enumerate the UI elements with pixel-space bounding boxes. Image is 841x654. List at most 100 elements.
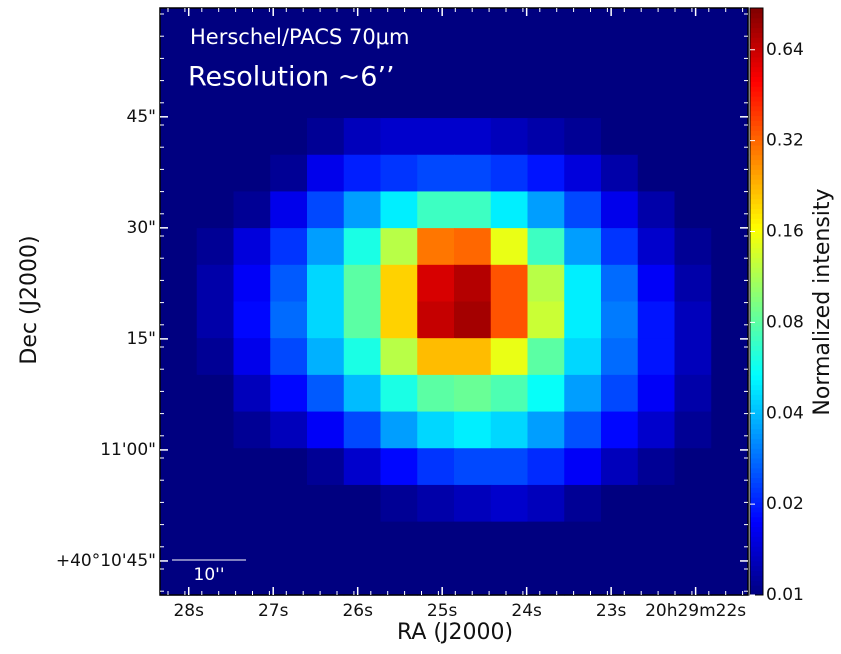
colorbar-tick-label: 0.08 [766,312,804,332]
colorbar-step [750,76,763,82]
colorbar-step [750,335,763,342]
cell [417,81,455,119]
colorbar-step [750,467,763,474]
colorbar-step [750,262,763,268]
colorbar-step [750,399,763,405]
colorbar-tick-label: 0.04 [766,403,804,423]
cell [454,118,492,156]
colorbar-step [750,384,763,391]
cell [527,44,565,82]
colorbar-step [750,81,763,87]
cell [417,154,455,193]
colorbar-step [750,301,763,307]
cell [160,301,198,339]
colorbar-step [750,179,763,185]
cell [637,264,676,303]
cell [417,44,455,82]
cell [454,8,492,46]
cell [417,448,455,486]
colorbar-step [750,350,763,356]
cell [454,44,492,82]
cell [343,118,382,156]
cell [564,338,602,376]
cell [160,448,198,486]
cell [601,374,639,413]
cell [564,154,602,193]
cell [454,521,492,559]
cell [160,154,198,193]
cell [711,521,749,559]
colorbar-step [750,159,763,166]
cell [196,191,235,229]
cell [233,338,271,376]
cell [490,118,529,156]
cell [490,411,529,449]
cell [307,448,345,486]
cell [233,191,271,229]
colorbar-step [750,448,763,454]
cell [233,81,271,119]
colorbar-step [750,228,763,234]
colorbar-step [750,105,763,112]
x-tick-label: 24s [511,601,542,621]
cell [527,264,565,303]
colorbar-step [750,286,763,293]
cell [343,301,382,339]
cell [674,191,712,229]
x-tick-label: 27s [258,601,289,621]
cell [160,118,198,156]
colorbar-step [750,502,763,508]
cell [343,228,382,266]
cell [490,8,529,46]
colorbar-step [750,541,763,547]
cell [711,8,749,46]
cell [674,374,712,413]
cell [601,264,639,303]
cell [490,484,529,523]
cell [674,301,712,339]
cell [270,558,308,596]
cell [711,118,749,156]
colorbar-step [750,213,763,219]
cell [601,301,639,339]
cell [307,81,345,119]
cell [160,558,198,596]
cell [417,411,455,449]
instrument-label: Herschel/PACS 70μm [190,25,410,49]
colorbar-step [750,418,763,425]
cell [160,8,198,46]
y-tick-label: 11'00" [100,440,156,460]
cell [711,338,749,376]
cell [637,301,676,339]
colorbar-step [750,580,763,586]
cell [527,521,565,559]
colorbar-step [750,311,763,317]
cell [454,264,492,303]
cell [233,228,271,266]
cell [196,154,235,193]
cell [527,558,565,596]
cell [270,44,308,82]
cell [601,558,639,596]
cell [637,484,676,523]
cell [380,411,418,449]
colorbar-step [750,277,763,283]
cell [637,411,676,449]
cell [380,484,418,523]
cell [307,374,345,413]
cell [711,558,749,596]
cell [307,521,345,559]
cell [417,118,455,156]
colorbar-step [750,526,763,532]
cell [601,191,639,229]
cell [233,521,271,559]
colorbar-step [750,22,763,29]
colorbar-step [750,374,763,381]
colorbar-step [750,242,763,249]
cell [343,558,382,596]
colorbar-step [750,550,763,557]
cell [674,411,712,449]
cell [711,484,749,523]
colorbar-step [750,198,763,205]
